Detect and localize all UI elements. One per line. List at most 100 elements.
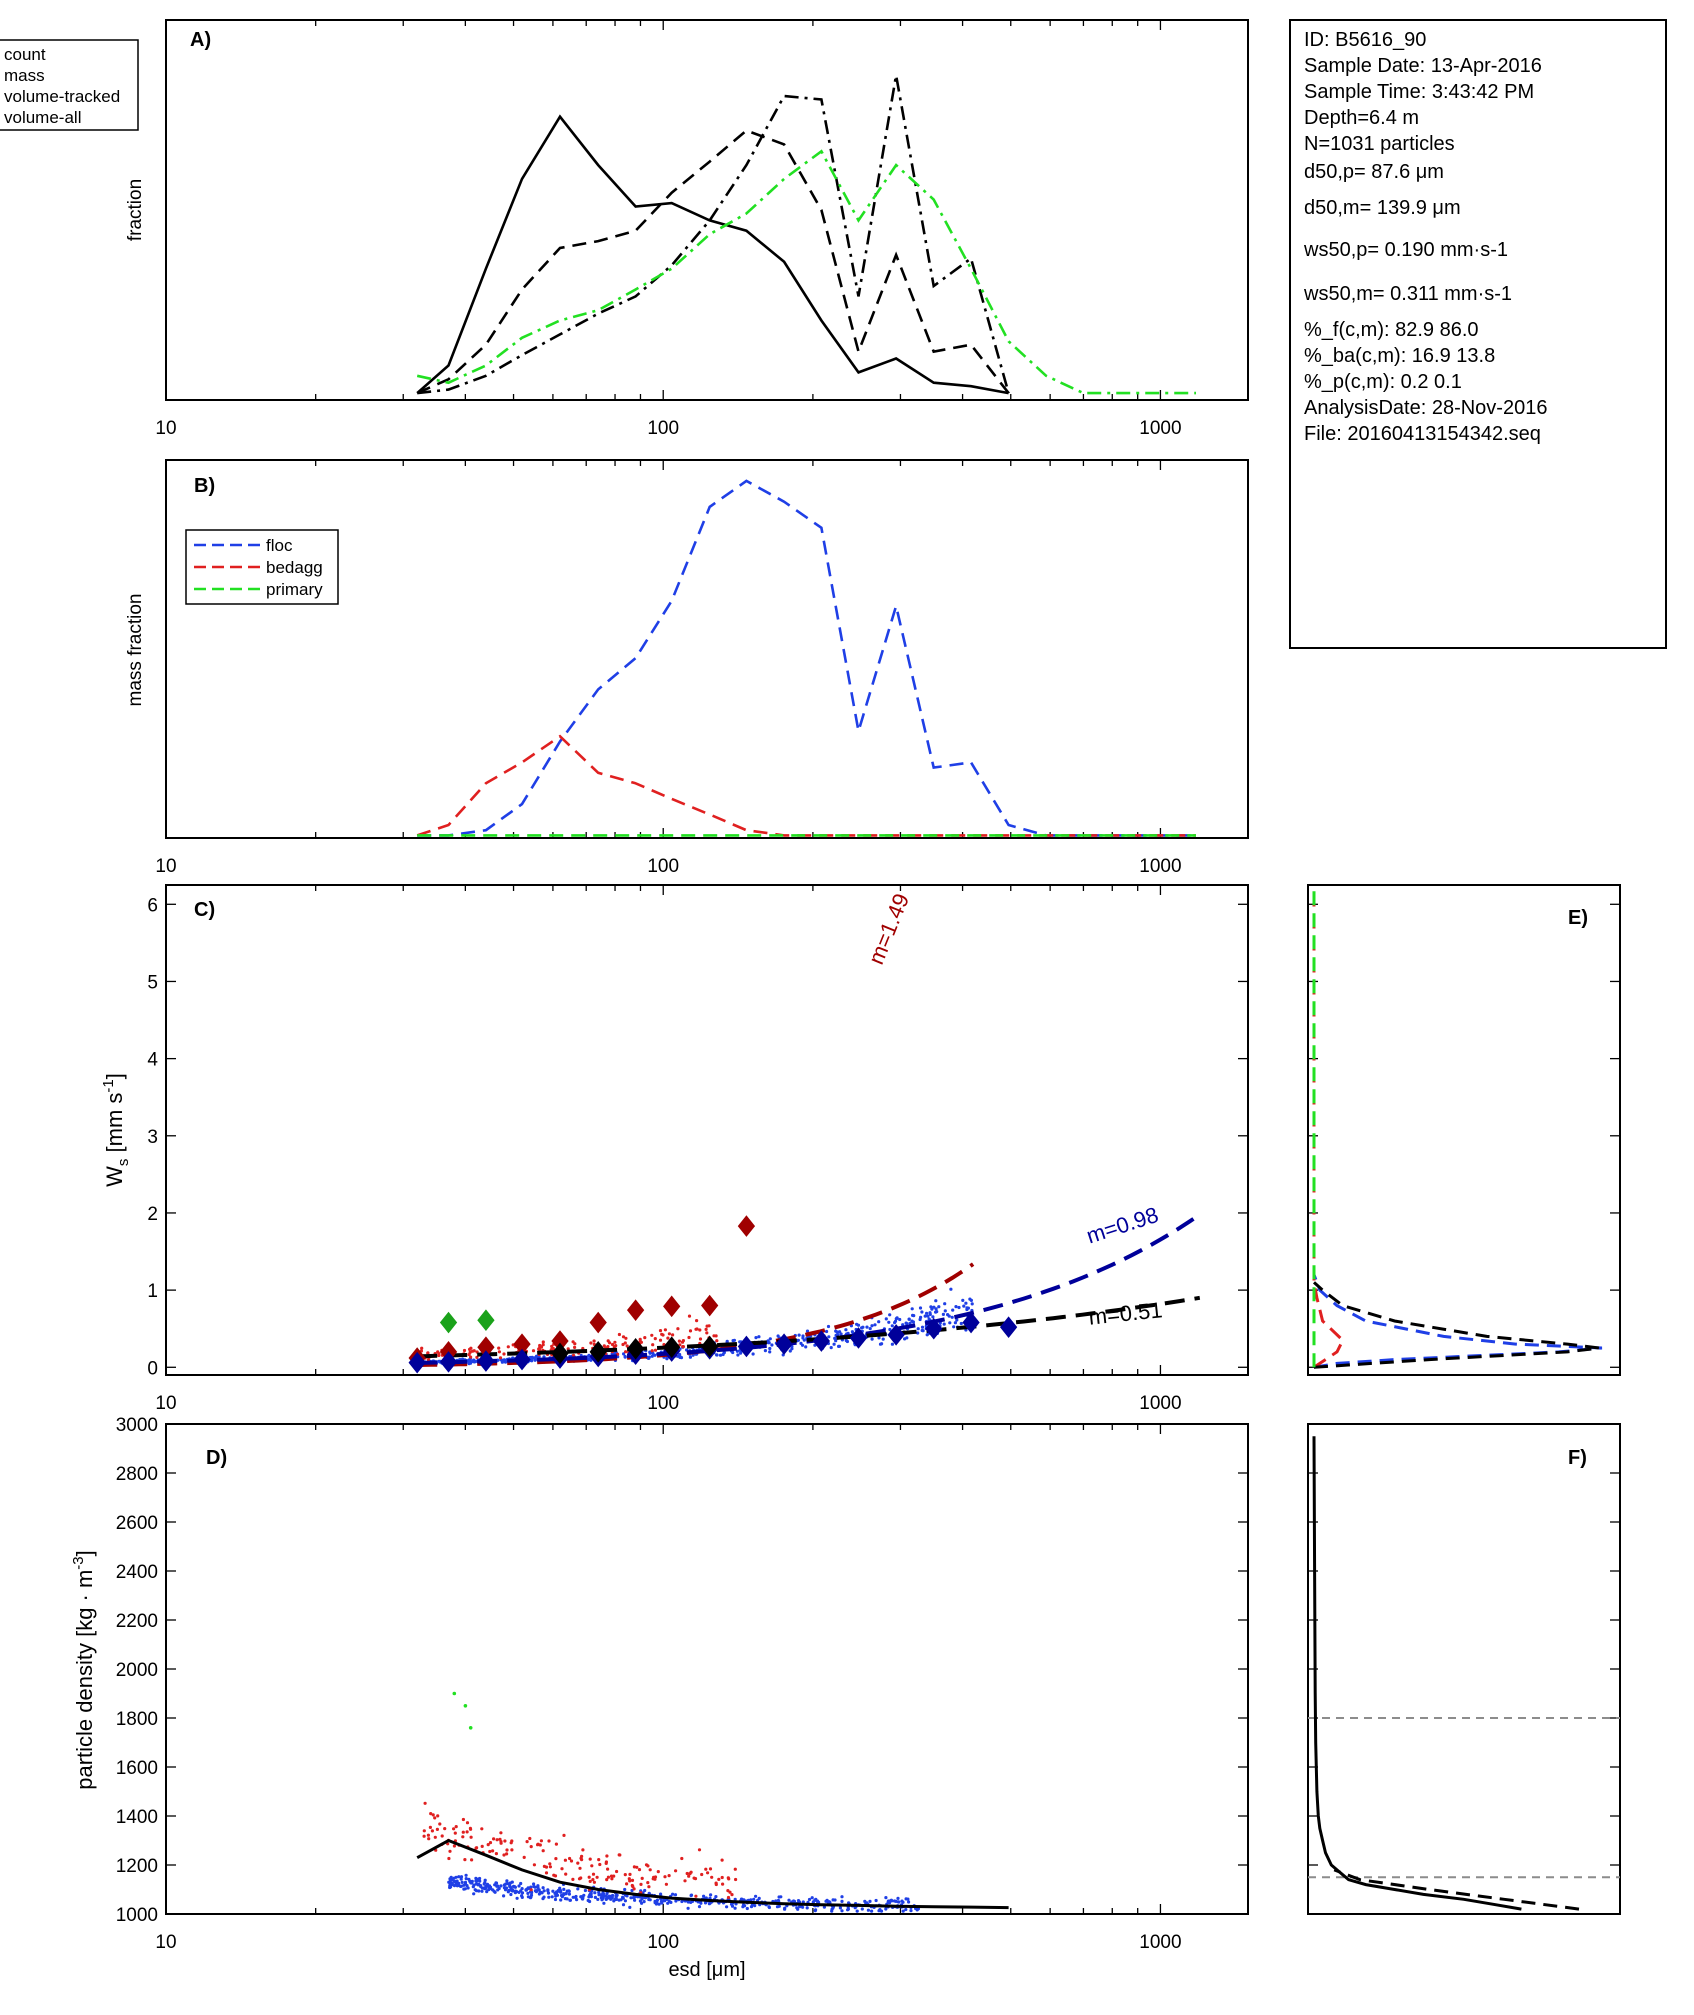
scatter-point-bedagg [571, 1877, 575, 1881]
scatter-point-bedagg [617, 1332, 622, 1337]
scatter-point-bedagg [704, 1327, 708, 1331]
scatter-point-bedagg [461, 1817, 465, 1822]
scatter-point-bedagg [687, 1874, 691, 1878]
legend-a-box [0, 39, 139, 131]
scatter-point-bedagg [720, 1875, 724, 1880]
scatter-point-floc [795, 1906, 799, 1910]
scatter-point-bedagg [617, 1853, 621, 1857]
scatter-point-floc [503, 1886, 507, 1890]
scatter-point-bedagg [461, 1830, 465, 1834]
scatter-point-bedagg [461, 1835, 465, 1839]
scatter-point-floc [573, 1895, 578, 1899]
scatter-point-floc [825, 1329, 829, 1334]
scatter-point-bedagg [510, 1848, 514, 1852]
panel-d-ytick-label: 3000 [116, 1415, 158, 1436]
scatter-point-floc [904, 1907, 908, 1912]
scatter-point-floc [480, 1886, 484, 1890]
scatter-point-floc [827, 1335, 831, 1339]
info-analysis-date: AnalysisDate: 28-Nov-2016 [1304, 397, 1547, 419]
scatter-point-floc [671, 1892, 675, 1896]
scatter-point-bedagg [564, 1872, 568, 1876]
scatter-point-bedagg [502, 1352, 506, 1356]
scatter-point-floc [455, 1884, 459, 1888]
scatter-point-floc [873, 1323, 877, 1327]
scatter-point-bedagg [595, 1875, 599, 1879]
scatter-point-bedagg [506, 1345, 510, 1349]
scatter-point-bedagg [532, 1863, 537, 1867]
scatter-point-floc [961, 1298, 965, 1302]
scatter-point-floc [907, 1900, 911, 1904]
scatter-point-floc [483, 1878, 487, 1882]
scatter-point-floc [951, 1308, 955, 1312]
scatter-point-floc [673, 1893, 678, 1897]
panel-d-ytick-label: 2400 [116, 1562, 158, 1583]
scatter-point-floc [504, 1882, 508, 1886]
scatter-point-floc [459, 1875, 464, 1879]
binned-marker-bedagg [626, 1299, 645, 1321]
scatter-point-bedagg [435, 1827, 439, 1831]
panel-c-ytick-label: 3 [147, 1127, 158, 1148]
profile-all [1312, 1436, 1522, 1911]
scatter-point-bedagg [510, 1839, 514, 1843]
scatter-point-primary [452, 1691, 457, 1696]
scatter-point-floc [790, 1347, 794, 1351]
scatter-point-floc [935, 1310, 939, 1314]
scatter-point-floc [559, 1898, 563, 1902]
scatter-point-bedagg [488, 1849, 492, 1854]
scatter-point-floc [576, 1887, 580, 1891]
profile-all [1312, 1281, 1600, 1369]
series-volume-all [416, 149, 1196, 395]
scatter-point-floc [505, 1879, 509, 1883]
scatter-point-floc [926, 1314, 930, 1318]
scatter-point-floc [866, 1908, 871, 1912]
scatter-point-bedagg [623, 1873, 627, 1877]
scatter-point-bedagg [470, 1349, 475, 1353]
scatter-point-floc [839, 1332, 843, 1336]
scatter-point-bedagg [505, 1848, 509, 1852]
scatter-point-bedagg [667, 1874, 671, 1878]
scatter-point-floc [896, 1896, 900, 1900]
scatter-point-floc [950, 1315, 954, 1319]
scatter-point-bedagg [436, 1814, 440, 1818]
scatter-point-floc [529, 1895, 533, 1899]
scatter-point-floc [930, 1307, 934, 1311]
scatter-point-floc [881, 1337, 885, 1341]
scatter-point-bedagg [625, 1882, 629, 1886]
scatter-point-bedagg [589, 1341, 593, 1345]
panel-b-ticks: 10 100 1000 [155, 460, 1182, 877]
scatter-point-floc [709, 1893, 713, 1897]
scatter-point-bedagg [697, 1848, 702, 1852]
scatter-point-bedagg [469, 1346, 473, 1350]
scatter-point-bedagg [695, 1319, 699, 1323]
scatter-point-floc [911, 1320, 916, 1324]
scatter-point-floc [666, 1901, 670, 1905]
legend-b-primary: primary [266, 580, 323, 599]
scatter-point-floc [642, 1900, 646, 1904]
scatter-point-floc [838, 1906, 843, 1910]
scatter-point-bedagg [653, 1348, 658, 1352]
scatter-point-bedagg [733, 1867, 737, 1871]
legend-a-volume-all: volume-all [4, 108, 81, 127]
panel-c-label: C) [194, 899, 215, 921]
scatter-point-floc [643, 1888, 647, 1893]
scatter-point-bedagg [666, 1336, 670, 1340]
panel-d-ytick-label: 1600 [116, 1758, 158, 1779]
scatter-point-floc [586, 1898, 590, 1903]
scatter-point-floc [776, 1334, 780, 1338]
scatter-point-bedagg [548, 1865, 553, 1869]
scatter-point-floc [464, 1873, 468, 1877]
scatter-point-floc [621, 1903, 626, 1907]
scatter-point-floc [918, 1306, 923, 1310]
scatter-point-floc [485, 1890, 489, 1894]
scatter-point-floc [659, 1899, 664, 1904]
scatter-point-bedagg [650, 1333, 654, 1337]
scatter-point-floc [553, 1897, 558, 1902]
scatter-point-bedagg [423, 1801, 427, 1805]
scatter-point-floc [840, 1895, 844, 1899]
legend-a-volume-tracked: volume-tracked [4, 87, 120, 106]
scatter-point-bedagg [591, 1878, 595, 1882]
binned-marker-bedagg [589, 1311, 607, 1334]
scatter-point-bedagg [538, 1843, 542, 1847]
scatter-point-floc [519, 1889, 523, 1893]
scatter-point-bedagg [628, 1879, 632, 1883]
